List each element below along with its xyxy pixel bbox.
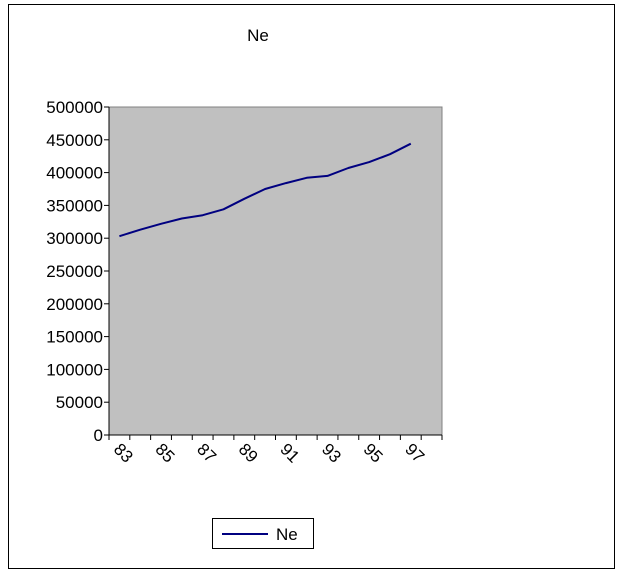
- y-tick-label: 400000: [46, 164, 103, 183]
- y-tick-label: 150000: [46, 328, 103, 347]
- y-tick-label: 50000: [56, 393, 103, 412]
- series-layer: [119, 142, 412, 238]
- series-line-ne: [119, 142, 412, 238]
- y-tick-label: 500000: [46, 98, 103, 117]
- plot-area: [108, 106, 443, 436]
- y-tick-label: 0: [94, 426, 103, 445]
- chart-title: Ne: [247, 26, 269, 45]
- legend: Ne: [212, 518, 314, 549]
- legend-label: Ne: [276, 525, 298, 544]
- y-tick-label: 350000: [46, 196, 103, 215]
- y-tick-label: 100000: [46, 360, 103, 379]
- y-tick-label: 300000: [46, 229, 103, 248]
- y-tick-label: 450000: [46, 131, 103, 150]
- y-axis: 0 50000 100000 150000 200000 250000 300000 3500…: [46, 98, 110, 445]
- y-tick-label: 250000: [46, 262, 103, 281]
- y-tick-label: 200000: [46, 295, 103, 314]
